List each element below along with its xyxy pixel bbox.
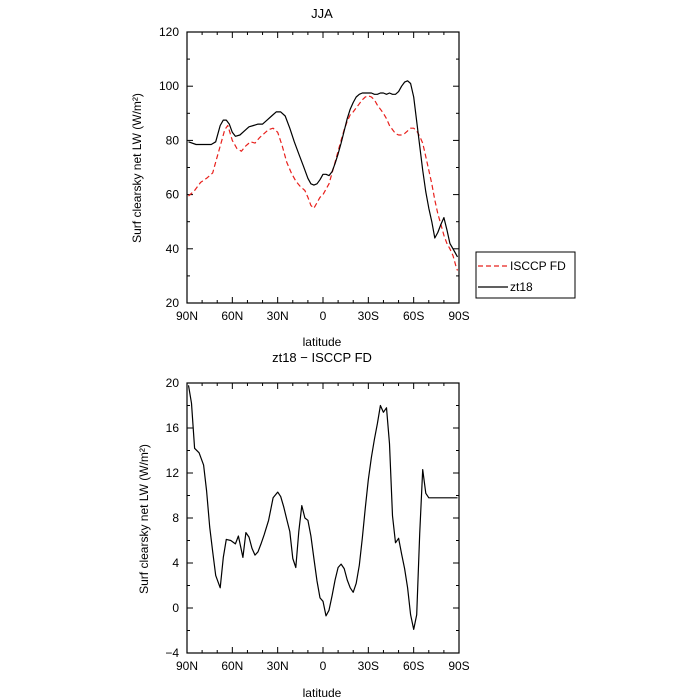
- top-chart-xtick-label: 60S: [403, 309, 424, 323]
- bottom-chart-xtick-label: 60N: [221, 659, 243, 673]
- bottom-chart-ytick-label: 16: [166, 421, 180, 435]
- bottom-chart-xtick-label: 90N: [176, 659, 198, 673]
- bottom-chart-plot-area: 90N 60N 30N 0 30S 60S 90S −4 0 4 8 12 16 20: [165, 376, 469, 673]
- bottom-chart-ytick-label: 8: [172, 511, 179, 525]
- bottom-chart-xtick-label: 0: [320, 659, 327, 673]
- top-chart-ytick-label: 120: [159, 25, 179, 39]
- top-chart-series-zt18-line: [188, 80, 459, 258]
- top-chart-xtick-label: 0: [320, 309, 327, 323]
- top-chart-ytick-label: 60: [166, 188, 180, 202]
- top-chart-xtick-label: 60N: [221, 309, 243, 323]
- bottom-chart-frame: [186, 382, 460, 654]
- top-chart-ytick-label: 80: [166, 133, 180, 147]
- top-chart-ytick-label: 40: [166, 242, 180, 256]
- top-chart-panel: JJA Surf clearsky net LW (W/m²) latitude…: [130, 6, 470, 349]
- bottom-chart-xlabel: latitude: [303, 686, 342, 700]
- top-chart-xtick-label: 30N: [267, 309, 289, 323]
- bottom-chart-ytick-label: 12: [166, 466, 180, 480]
- bottom-chart-xtick-label: 30S: [358, 659, 379, 673]
- bottom-chart-ytick-label: 4: [172, 556, 179, 570]
- bottom-chart-xtick-label: 90S: [448, 659, 469, 673]
- top-chart-xlabel: latitude: [303, 335, 342, 349]
- bottom-chart-xtick-label: 60S: [403, 659, 424, 673]
- bottom-chart-ytick-label: 0: [172, 601, 179, 615]
- legend-label-zt18: zt18: [510, 280, 533, 294]
- legend-box: [475, 251, 576, 299]
- bottom-chart-ytick-label: 20: [166, 376, 180, 390]
- bottom-chart-series-difference-line: [187, 385, 458, 631]
- chart-legend: ISCCP FD zt18: [475, 251, 576, 299]
- top-chart-ylabel: Surf clearsky net LW (W/m²): [130, 93, 144, 243]
- top-chart-frame: [186, 31, 460, 304]
- bottom-chart-title: zt18 − ISCCP FD: [272, 350, 372, 365]
- top-chart-ytick-label: 20: [166, 296, 180, 310]
- top-chart-plot-area: 90N 60N 30N 0 30S 60S 90S 20 40 60 80 100 120: [159, 25, 470, 323]
- top-chart-xtick-label: 90S: [448, 309, 469, 323]
- top-chart-ytick-label: 100: [159, 79, 179, 93]
- bottom-chart-ylabel: Surf clearsky net LW (W/m²): [137, 444, 151, 594]
- bottom-chart-xtick-label: 30N: [267, 659, 289, 673]
- legend-label-isccp-fd: ISCCP FD: [510, 259, 566, 273]
- top-chart-xtick-label: 30S: [358, 309, 379, 323]
- top-chart-title: JJA: [311, 6, 333, 21]
- bottom-chart-ytick-label: −4: [165, 646, 179, 660]
- bottom-chart-panel: zt18 − ISCCP FD Surf clearsky net LW (W/…: [137, 350, 470, 700]
- top-chart-xtick-label: 90N: [176, 309, 198, 323]
